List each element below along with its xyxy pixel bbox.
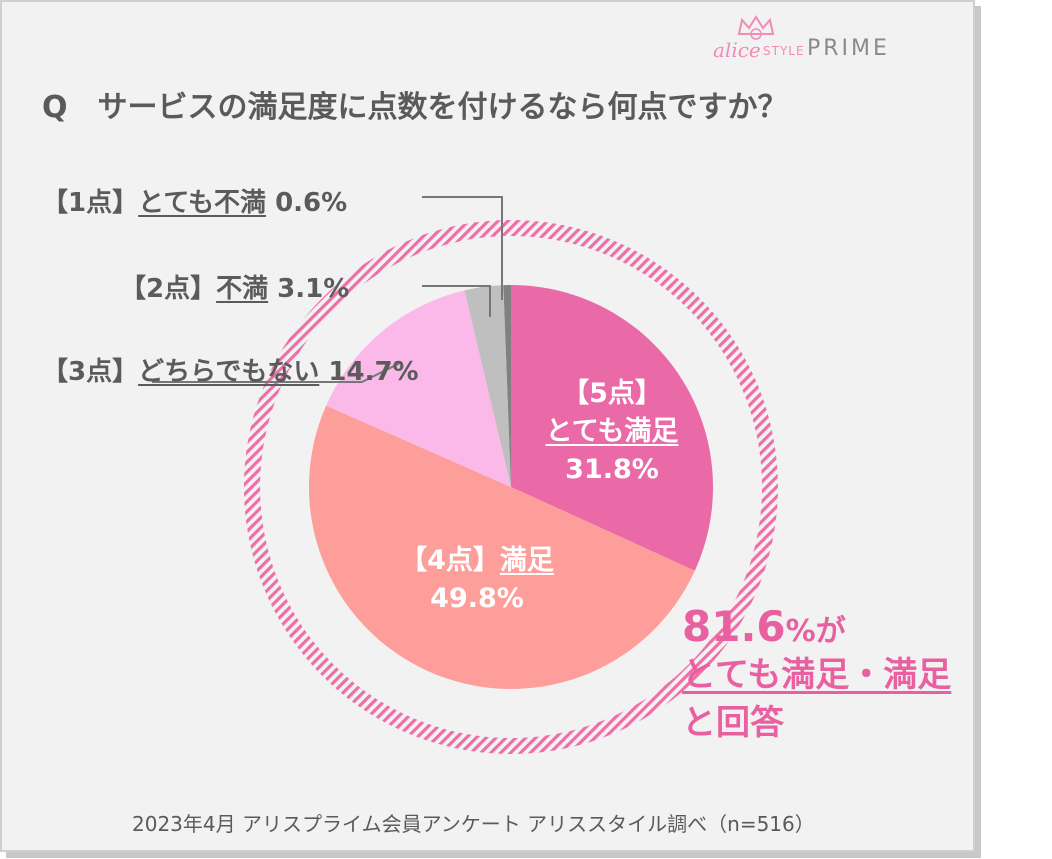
- brand-style: STYLE: [763, 44, 805, 58]
- summary-number: 81.6: [682, 602, 786, 651]
- label-1pt-value: 0.6%: [275, 188, 348, 218]
- summary-line3: と回答: [682, 703, 784, 743]
- summary-callout: 81.6%が とても満足・満足 と回答: [682, 602, 951, 747]
- label-5pt-name: とても満足: [545, 416, 679, 447]
- label-5pt-bracket: 【5点】: [562, 378, 662, 409]
- summary-unit: %が: [785, 614, 846, 649]
- label-3pt-value: 14.7%: [328, 357, 419, 387]
- label-4pt-name: 満足: [499, 545, 554, 576]
- question-mark: Q: [42, 90, 68, 125]
- leader-line-3pt: [152, 361, 403, 383]
- brand-prime: PRIME: [807, 36, 890, 61]
- label-2pt-bracket: 【2点】: [120, 274, 217, 304]
- slice-3pt: [326, 290, 511, 487]
- footer-source: 2023年4月 アリスプライム会員アンケート アリススタイル調べ（n=516）: [132, 812, 815, 836]
- question-text: サービスの満足度に点数を付けるなら何点ですか？: [97, 90, 788, 125]
- label-5pt: 【5点】 とても満足 31.8%: [527, 375, 697, 489]
- leader-line-1pt: [422, 196, 503, 300]
- slice-2pt: [464, 285, 511, 487]
- slice-5pt: [511, 285, 714, 571]
- slice-1pt: [503, 285, 511, 487]
- label-3pt-name: どちらでもない: [138, 357, 320, 387]
- label-1pt-bracket: 【1点】: [42, 188, 139, 218]
- label-2pt-value: 3.1%: [277, 274, 350, 304]
- pie-chart: [152, 196, 778, 754]
- label-4pt: 【4点】満足 49.8%: [362, 542, 592, 618]
- brand-alice: alice: [713, 38, 761, 62]
- label-4pt-bracket: 【4点】: [400, 545, 500, 576]
- label-2pt: 【2点】不満 3.1%: [120, 268, 349, 305]
- leader-line-2pt: [422, 285, 491, 317]
- label-1pt-name: とても不満: [138, 188, 267, 218]
- survey-card: alice STYLE PRIME Q サービスの満足度に点数を付けるなら何点です…: [0, 0, 975, 852]
- question-title: Q サービスの満足度に点数を付けるなら何点ですか？: [42, 82, 788, 126]
- summary-line2: とても満足・満足: [682, 655, 952, 695]
- brand-logo: alice STYLE PRIME: [713, 14, 887, 70]
- slice-4pt: [308, 405, 695, 690]
- label-1pt: 【1点】とても不満 0.6%: [42, 182, 347, 219]
- label-5pt-value: 31.8%: [565, 454, 659, 485]
- crown-icon: [737, 15, 775, 40]
- label-2pt-name: 不満: [216, 274, 269, 304]
- label-3pt: 【3点】どちらでもない 14.7%: [42, 351, 419, 388]
- label-3pt-bracket: 【3点】: [42, 357, 139, 387]
- label-4pt-value: 49.8%: [430, 583, 524, 614]
